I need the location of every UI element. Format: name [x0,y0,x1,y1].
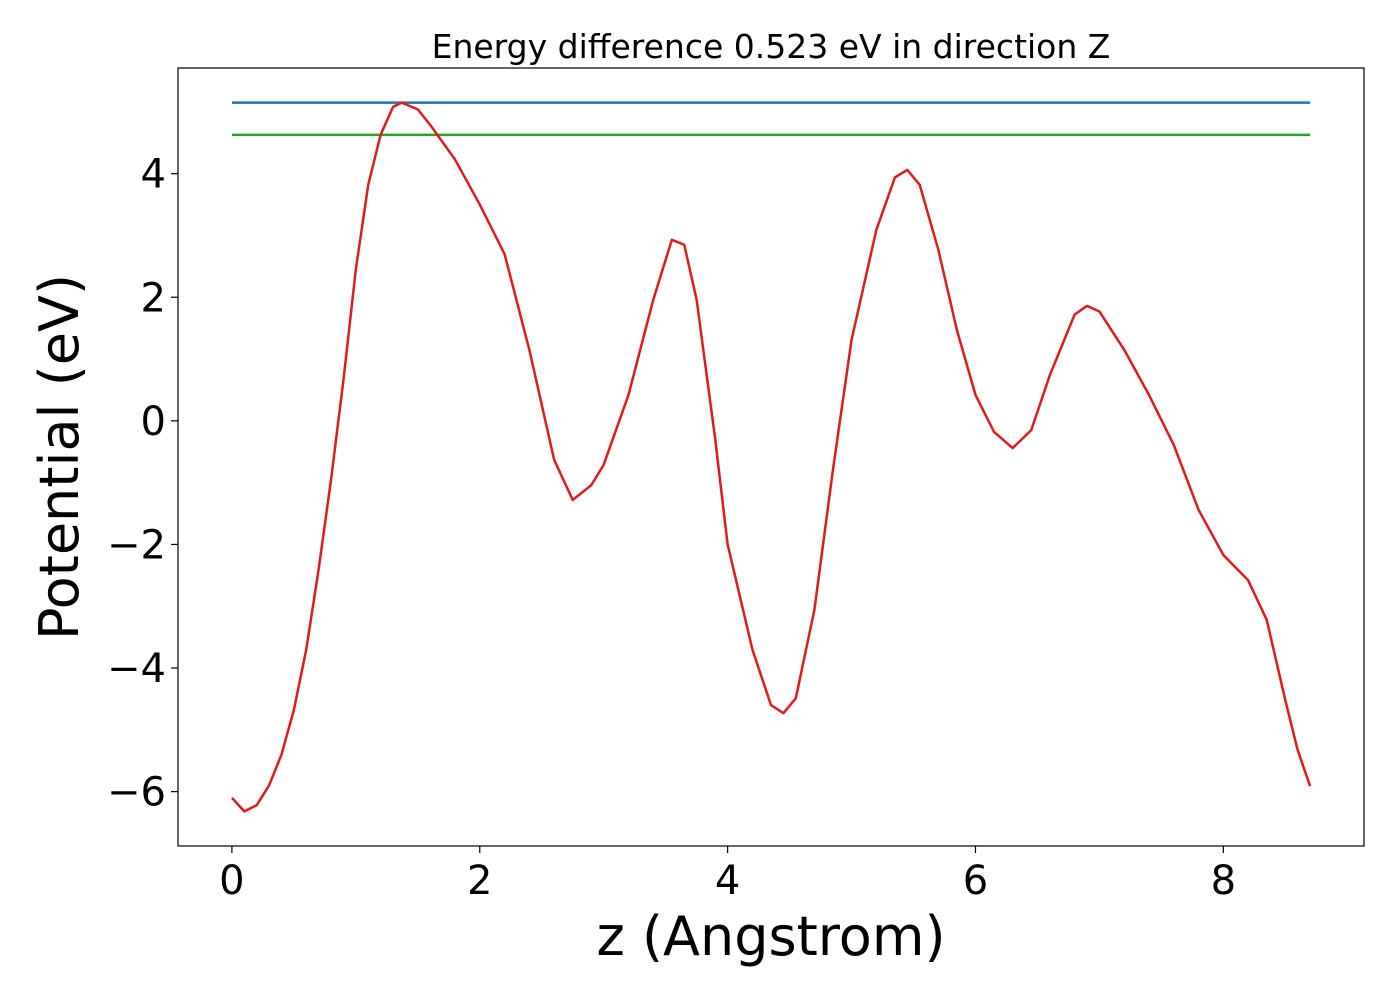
x-tick-label: 2 [467,858,492,904]
x-axis-label: z (Angstrom) [596,905,945,968]
plot-frame [177,67,1365,847]
y-tick-label: 2 [141,275,166,321]
x-tick-label: 6 [963,858,988,904]
y-tick-label: −2 [107,522,166,568]
y-axis-label: Potential (eV) [28,274,91,640]
x-tick-label: 0 [219,858,244,904]
series-line [230,101,1312,813]
x-tick-label: 4 [715,858,740,904]
y-tick-label: 4 [141,152,166,198]
y-tick-label: −4 [107,646,166,692]
x-tick-label: 8 [1211,858,1236,904]
y-tick-label: −6 [107,770,166,816]
y-tick-label: 0 [141,399,166,445]
chart-title: Energy difference 0.523 eV in direction … [432,27,1111,66]
